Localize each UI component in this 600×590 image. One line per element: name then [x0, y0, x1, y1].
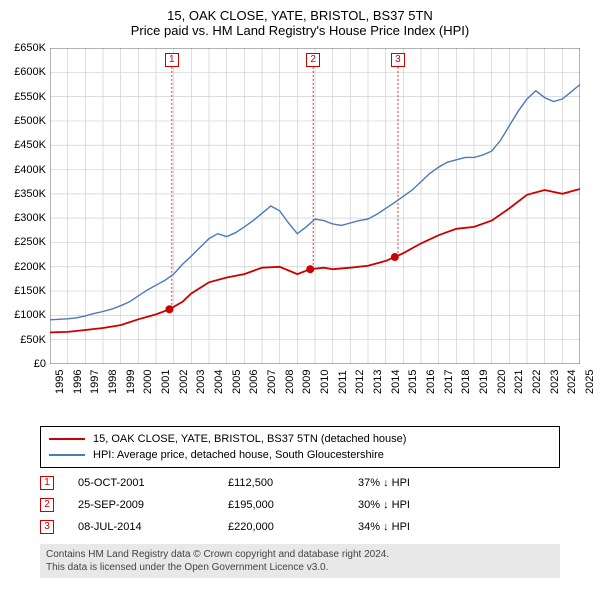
- y-axis-tick-label: £550K: [14, 91, 46, 103]
- x-axis-tick-label: 2011: [337, 370, 349, 394]
- y-axis-tick-label: £250K: [14, 236, 46, 248]
- chart-marker-box: 3: [391, 53, 405, 67]
- x-axis-tick-label: 2012: [354, 370, 366, 394]
- x-axis-tick-label: 2024: [566, 370, 578, 394]
- transaction-date: 08-JUL-2014: [78, 521, 228, 533]
- y-axis-tick-label: £600K: [14, 66, 46, 78]
- chart-title-area: 15, OAK CLOSE, YATE, BRISTOL, BS37 5TN P…: [0, 0, 600, 40]
- x-axis-tick-label: 1996: [72, 370, 84, 394]
- y-axis-tick-label: £300K: [14, 212, 46, 224]
- transaction-row: 2 25-SEP-2009 £195,000 30% ↓ HPI: [40, 494, 560, 516]
- transaction-pct: 37% ↓ HPI: [358, 477, 478, 489]
- y-axis-tick-label: £650K: [14, 42, 46, 54]
- x-axis-tick-label: 2008: [284, 370, 296, 394]
- y-axis-labels: £0£50K£100K£150K£200K£250K£300K£350K£400…: [0, 48, 50, 364]
- x-axis-tick-label: 2016: [425, 370, 437, 394]
- title-line-1: 15, OAK CLOSE, YATE, BRISTOL, BS37 5TN: [0, 8, 600, 23]
- transaction-price: £112,500: [228, 477, 358, 489]
- x-axis-tick-label: 2003: [195, 370, 207, 394]
- x-axis-tick-label: 2020: [496, 370, 508, 394]
- legend-row-hpi: HPI: Average price, detached house, Sout…: [49, 447, 551, 463]
- x-axis-labels: 1995 1996 1997 1998 1999 2000 2001 2002 2003 2004…: [50, 364, 580, 420]
- x-axis-tick-label: 2001: [160, 370, 172, 394]
- x-axis-tick-label: 2014: [390, 370, 402, 394]
- x-axis-tick-label: 2015: [407, 370, 419, 394]
- transaction-marker-icon: 3: [40, 520, 54, 534]
- transaction-date: 05-OCT-2001: [78, 477, 228, 489]
- y-axis-tick-label: £450K: [14, 139, 46, 151]
- chart-svg: [50, 48, 580, 364]
- footer-line-1: Contains HM Land Registry data © Crown c…: [46, 548, 554, 561]
- y-axis-tick-label: £200K: [14, 261, 46, 273]
- legend-swatch-hpi: [49, 454, 85, 456]
- transaction-date: 25-SEP-2009: [78, 499, 228, 511]
- chart-plot-area: 1 2 3: [50, 48, 580, 364]
- transaction-row: 1 05-OCT-2001 £112,500 37% ↓ HPI: [40, 472, 560, 494]
- legend-box: 15, OAK CLOSE, YATE, BRISTOL, BS37 5TN (…: [40, 426, 560, 468]
- y-axis-tick-label: £100K: [14, 309, 46, 321]
- transactions-table: 1 05-OCT-2001 £112,500 37% ↓ HPI 2 25-SE…: [40, 472, 560, 538]
- chart-marker-box: 1: [165, 53, 179, 67]
- transaction-pct: 30% ↓ HPI: [358, 499, 478, 511]
- transaction-price: £220,000: [228, 521, 358, 533]
- x-axis-tick-label: 2000: [142, 370, 154, 394]
- x-axis-tick-label: 1997: [89, 370, 101, 394]
- x-axis-tick-label: 2006: [248, 370, 260, 394]
- x-axis-tick-label: 2017: [443, 370, 455, 394]
- y-axis-tick-label: £150K: [14, 285, 46, 297]
- x-axis-tick-label: 2018: [460, 370, 472, 394]
- x-axis-tick-label: 2002: [178, 370, 190, 394]
- x-axis-tick-label: 2019: [478, 370, 490, 394]
- x-axis-tick-label: 1999: [125, 370, 137, 394]
- x-axis-tick-label: 2005: [231, 370, 243, 394]
- y-axis-tick-label: £0: [34, 358, 46, 370]
- x-axis-tick-label: 2022: [531, 370, 543, 394]
- legend-label-price-paid: 15, OAK CLOSE, YATE, BRISTOL, BS37 5TN (…: [93, 433, 406, 445]
- x-axis-tick-label: 2004: [213, 370, 225, 394]
- transaction-row: 3 08-JUL-2014 £220,000 34% ↓ HPI: [40, 516, 560, 538]
- chart-marker-box: 2: [306, 53, 320, 67]
- x-axis-tick-label: 2010: [319, 370, 331, 394]
- x-axis-tick-label: 2023: [549, 370, 561, 394]
- title-line-2: Price paid vs. HM Land Registry's House …: [0, 23, 600, 38]
- y-axis-tick-label: £500K: [14, 115, 46, 127]
- x-axis-tick-label: 2025: [584, 370, 596, 394]
- transaction-pct: 34% ↓ HPI: [358, 521, 478, 533]
- x-axis-tick-label: 2021: [513, 370, 525, 394]
- y-axis-tick-label: £350K: [14, 188, 46, 200]
- x-axis-tick-label: 2007: [266, 370, 278, 394]
- x-axis-tick-label: 1998: [107, 370, 119, 394]
- legend-label-hpi: HPI: Average price, detached house, Sout…: [93, 449, 384, 461]
- y-axis-tick-label: £50K: [20, 334, 46, 346]
- x-axis-tick-label: 2009: [301, 370, 313, 394]
- footer-attribution: Contains HM Land Registry data © Crown c…: [40, 544, 560, 578]
- transaction-price: £195,000: [228, 499, 358, 511]
- legend-row-price-paid: 15, OAK CLOSE, YATE, BRISTOL, BS37 5TN (…: [49, 431, 551, 447]
- x-axis-tick-label: 1995: [54, 370, 66, 394]
- x-axis-tick-label: 2013: [372, 370, 384, 394]
- transaction-marker-icon: 1: [40, 476, 54, 490]
- y-axis-tick-label: £400K: [14, 164, 46, 176]
- transaction-marker-icon: 2: [40, 498, 54, 512]
- footer-line-2: This data is licensed under the Open Gov…: [46, 561, 554, 574]
- legend-swatch-price-paid: [49, 438, 85, 440]
